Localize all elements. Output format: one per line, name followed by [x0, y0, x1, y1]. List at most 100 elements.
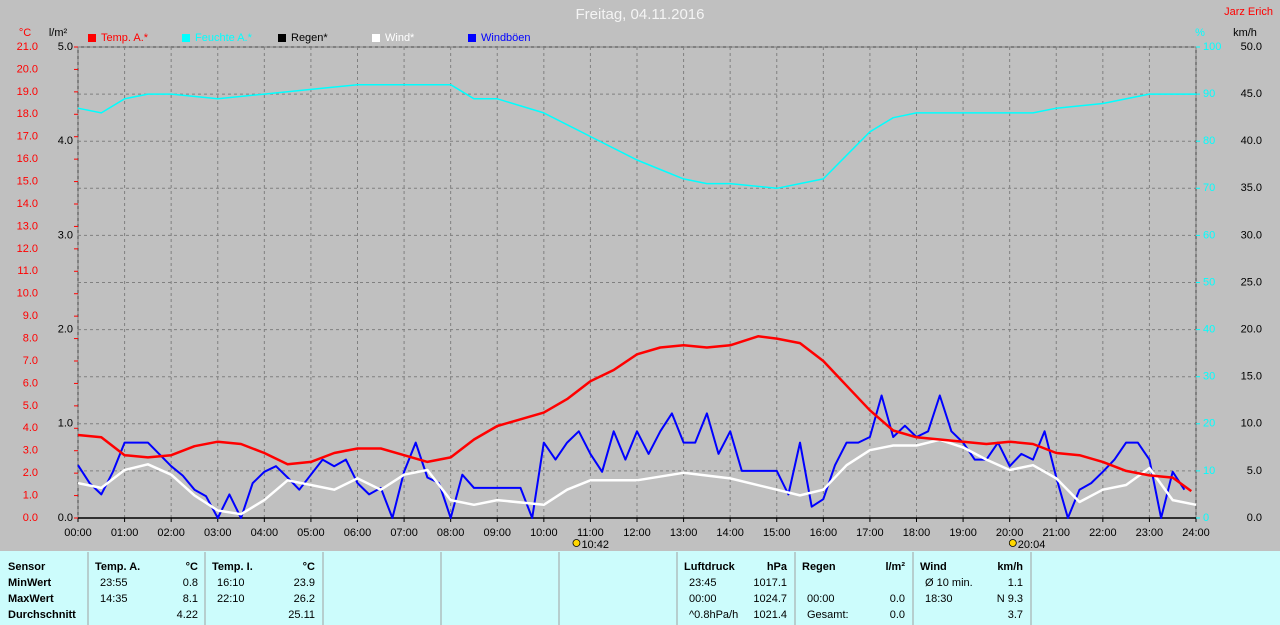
x-tick-label: 07:00 [390, 527, 418, 539]
x-tick-label: 09:00 [483, 527, 511, 539]
stats-time: ^0.8hPa/h [689, 609, 738, 621]
y2-tick-label: 0 [1203, 512, 1209, 524]
x-tick-label: 00:00 [64, 527, 92, 539]
y-tick-label: 1.0 [23, 489, 38, 501]
x-tick-label: 14:00 [716, 527, 744, 539]
legend-marker [372, 34, 380, 42]
x-tick-label: 06:00 [344, 527, 372, 539]
stats-value: 3.7 [1008, 609, 1023, 621]
y-tick-label: 15.0 [17, 175, 38, 187]
x-tick-label: 22:00 [1089, 527, 1117, 539]
stats-time: 00:00 [807, 593, 835, 605]
legend-marker [182, 34, 190, 42]
y-tick-label: 18.0 [17, 108, 38, 120]
y3-tick-label: 20.0 [1241, 324, 1262, 336]
y-tick-label: 17.0 [17, 131, 38, 143]
y-tick-label: 0.0 [23, 512, 38, 524]
y4-axis-unit: l/m² [49, 27, 68, 39]
x-tick-label: 10:00 [530, 527, 558, 539]
y2-tick-label: 30 [1203, 371, 1215, 383]
y-tick-label: 8.0 [23, 332, 38, 344]
stats-value: 25.11 [288, 609, 315, 621]
y-tick-label: 9.0 [23, 310, 38, 322]
annotation-label: 10:42 [581, 539, 609, 551]
series-line [77, 394, 1186, 519]
annotation-label: 20:04 [1018, 539, 1046, 551]
stats-time: 16:10 [217, 577, 245, 589]
stats-value: 4.22 [177, 609, 198, 621]
stats-time: Gesamt: [807, 609, 849, 621]
stats-value: 1021.4 [753, 609, 787, 621]
y2-tick-label: 90 [1203, 88, 1215, 100]
y3-tick-label: 35.0 [1241, 182, 1262, 194]
stats-header: Sensor [8, 561, 46, 573]
legend-label: Windböen [481, 32, 531, 44]
y-tick-label: 11.0 [17, 265, 38, 277]
stats-time: 23:55 [100, 577, 128, 589]
series-line [77, 335, 1193, 493]
x-tick-label: 23:00 [1136, 527, 1164, 539]
stats-separators [87, 552, 1032, 625]
chart-title: Freitag, 04.11.2016 [576, 6, 705, 23]
y2-tick-label: 40 [1203, 324, 1215, 336]
annotation-icon [572, 539, 581, 547]
stats-value: 23.9 [294, 577, 315, 589]
author: Jarz Erich [1224, 6, 1273, 18]
legend-label: Wind* [385, 32, 415, 44]
y-tick-label: 19.0 [17, 86, 38, 98]
y2-tick-label: 70 [1203, 182, 1215, 194]
series-line [77, 438, 1197, 516]
stats-group-name: Temp. A. [95, 561, 140, 573]
stats-value: 1017.1 [753, 577, 787, 589]
x-tick-label: 19:00 [949, 527, 977, 539]
x-tick-label: 01:00 [111, 527, 139, 539]
x-tick-label: 24:00 [1182, 527, 1210, 539]
y2-tick-label: 50 [1203, 276, 1215, 288]
stats-group-unit: °C [303, 561, 315, 573]
x-tick-label: 17:00 [856, 527, 884, 539]
y3-tick-label: 25.0 [1241, 276, 1262, 288]
stats-row-label: MinWert [8, 577, 52, 589]
y4-tick-label: 5.0 [58, 41, 73, 53]
legend-label: Temp. A.* [101, 32, 149, 44]
x-tick-label: 18:00 [903, 527, 931, 539]
stats-time: 18:30 [925, 593, 953, 605]
y-tick-label: 10.0 [17, 288, 38, 300]
legend-label: Regen* [291, 32, 328, 44]
stats-value: 1.1 [1008, 577, 1023, 589]
y2-tick-label: 20 [1203, 418, 1215, 430]
legend-marker [88, 34, 96, 42]
y-tick-label: 12.0 [17, 243, 38, 255]
y4-tick-label: 3.0 [58, 229, 73, 241]
y4-tick-label: 0.0 [58, 512, 73, 524]
legend-marker [468, 34, 476, 42]
stats-group-unit: °C [186, 561, 198, 573]
y-tick-label: 5.0 [23, 400, 38, 412]
y2-tick-label: 100 [1203, 41, 1221, 53]
stats-time: 22:10 [217, 593, 245, 605]
legend-marker [278, 34, 286, 42]
stats-time: 23:45 [689, 577, 717, 589]
y3-tick-label: 0.0 [1247, 512, 1262, 524]
y4-tick-label: 1.0 [58, 418, 73, 430]
x-tick-label: 08:00 [437, 527, 465, 539]
stats-value: 0.8 [183, 577, 198, 589]
stats-group-unit: hPa [767, 561, 788, 573]
x-tick-label: 16:00 [810, 527, 838, 539]
y3-tick-label: 15.0 [1241, 371, 1262, 383]
y-tick-label: 21.0 [17, 41, 38, 53]
y-tick-label: 2.0 [23, 467, 38, 479]
y-tick-label: 7.0 [23, 355, 38, 367]
stats-group-name: Luftdruck [684, 561, 736, 573]
y-tick-label: 20.0 [17, 63, 38, 75]
x-tick-label: 04:00 [251, 527, 279, 539]
x-tick-label: 20:00 [996, 527, 1024, 539]
stats-value: N 9.3 [997, 593, 1023, 605]
x-tick-label: 13:00 [670, 527, 698, 539]
y3-axis-unit: km/h [1233, 27, 1257, 39]
y3-tick-label: 40.0 [1241, 135, 1262, 147]
y3-tick-label: 30.0 [1241, 229, 1262, 241]
stats-time: Ø 10 min. [925, 577, 973, 589]
y-tick-label: 3.0 [23, 445, 38, 457]
